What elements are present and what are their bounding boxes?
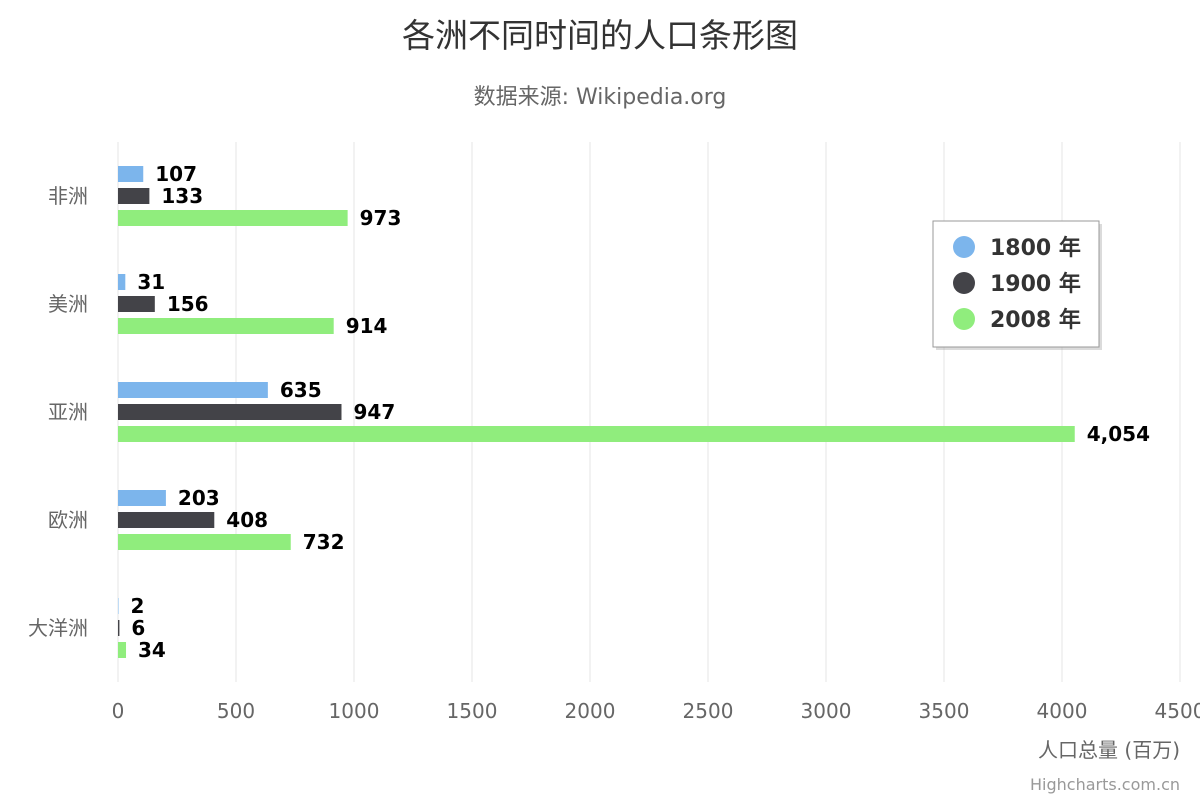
category-label: 欧洲: [48, 508, 88, 532]
data-label: 2: [130, 594, 144, 618]
data-label: 34: [138, 638, 166, 662]
data-label: 914: [346, 314, 388, 338]
bar[interactable]: [118, 490, 166, 506]
legend-symbol[interactable]: [953, 236, 975, 258]
tick-label: 1000: [329, 699, 380, 723]
gridlines: [117, 142, 1181, 682]
bar[interactable]: [118, 296, 155, 312]
data-label: 635: [280, 378, 322, 402]
bar[interactable]: [118, 620, 120, 636]
category-label: 非洲: [48, 184, 88, 208]
bar[interactable]: [118, 318, 334, 334]
data-label: 408: [226, 508, 268, 532]
tick-labels: 0 500 1000 1500 2000 2500 3000 3500 4000 4500: [112, 699, 1200, 723]
data-label: 203: [178, 486, 220, 510]
data-label: 973: [360, 206, 402, 230]
bar[interactable]: [118, 166, 144, 182]
tick-label: 0: [112, 699, 125, 723]
tick-label: 3500: [919, 699, 970, 723]
bar[interactable]: [118, 210, 348, 226]
legend-symbol[interactable]: [953, 272, 975, 294]
chart-subtitle: 数据来源: Wikipedia.org: [474, 85, 727, 110]
data-label: 31: [137, 270, 165, 294]
bar[interactable]: [118, 188, 150, 204]
data-label: 107: [155, 162, 197, 186]
tick-label: 2000: [565, 699, 616, 723]
category-label: 亚洲: [48, 400, 88, 424]
bar[interactable]: [118, 512, 215, 528]
tick-label: 4500: [1155, 699, 1200, 723]
legend-item-label[interactable]: 1800 年: [990, 235, 1081, 261]
bar[interactable]: [118, 404, 342, 420]
bar[interactable]: [118, 382, 268, 398]
data-label: 4,054: [1087, 422, 1150, 446]
data-label: 156: [167, 292, 209, 316]
tick-label: 2500: [683, 699, 734, 723]
tick-label: 3000: [801, 699, 852, 723]
value-axis-title: 人口总量 (百万): [1038, 738, 1180, 762]
tick-label: 500: [217, 699, 255, 723]
bar-series: [118, 166, 1075, 658]
legend-item-label[interactable]: 2008 年: [990, 307, 1081, 333]
chart-title: 各洲不同时间的人口条形图: [402, 16, 798, 55]
bar[interactable]: [118, 642, 127, 658]
category-label: 美洲: [48, 292, 88, 316]
tick-label: 4000: [1037, 699, 1088, 723]
legend: 1800 年 1900 年 2008 年: [932, 220, 1102, 350]
bar[interactable]: [118, 534, 291, 550]
data-label: 133: [161, 184, 203, 208]
legend-item-label[interactable]: 1900 年: [990, 271, 1081, 297]
data-label: 732: [303, 530, 345, 554]
tick-label: 1500: [447, 699, 498, 723]
bar[interactable]: [118, 274, 126, 290]
data-label: 947: [353, 400, 395, 424]
legend-symbol[interactable]: [953, 308, 975, 330]
category-label: 大洋洲: [28, 616, 88, 640]
bar[interactable]: [118, 426, 1075, 442]
credits-link[interactable]: Highcharts.com.cn: [1030, 775, 1180, 794]
data-label: 6: [131, 616, 145, 640]
